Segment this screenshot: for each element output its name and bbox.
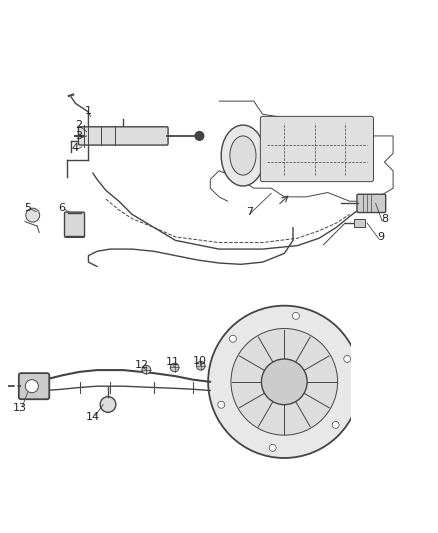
Circle shape (230, 335, 237, 342)
Text: 8: 8 (381, 214, 388, 224)
Circle shape (269, 445, 276, 451)
Text: 13: 13 (13, 403, 27, 413)
Text: 14: 14 (86, 411, 100, 422)
Text: 6: 6 (58, 203, 65, 213)
Text: 12: 12 (135, 360, 149, 370)
Ellipse shape (230, 136, 256, 175)
Text: 2: 2 (75, 120, 82, 131)
Circle shape (218, 401, 225, 408)
Circle shape (170, 363, 179, 372)
Circle shape (195, 132, 204, 140)
Text: 4: 4 (71, 143, 78, 152)
Circle shape (208, 305, 360, 458)
Circle shape (231, 328, 338, 435)
Text: 10: 10 (193, 356, 207, 366)
Circle shape (100, 397, 116, 413)
Bar (354, 219, 365, 228)
FancyBboxPatch shape (78, 127, 168, 145)
FancyBboxPatch shape (19, 373, 49, 399)
Circle shape (344, 356, 351, 362)
FancyBboxPatch shape (64, 212, 85, 237)
Text: 11: 11 (166, 357, 180, 367)
Circle shape (142, 365, 151, 374)
Text: 9: 9 (378, 232, 385, 242)
Ellipse shape (221, 125, 265, 186)
FancyBboxPatch shape (260, 116, 374, 182)
FancyBboxPatch shape (357, 194, 386, 213)
Text: 3: 3 (75, 131, 82, 141)
Text: 1: 1 (85, 106, 92, 116)
Text: 7: 7 (246, 207, 253, 217)
Circle shape (332, 422, 339, 429)
Circle shape (196, 361, 205, 370)
Circle shape (25, 379, 39, 393)
Circle shape (261, 359, 307, 405)
Circle shape (293, 312, 300, 319)
Circle shape (26, 208, 40, 222)
Text: 5: 5 (24, 203, 31, 213)
